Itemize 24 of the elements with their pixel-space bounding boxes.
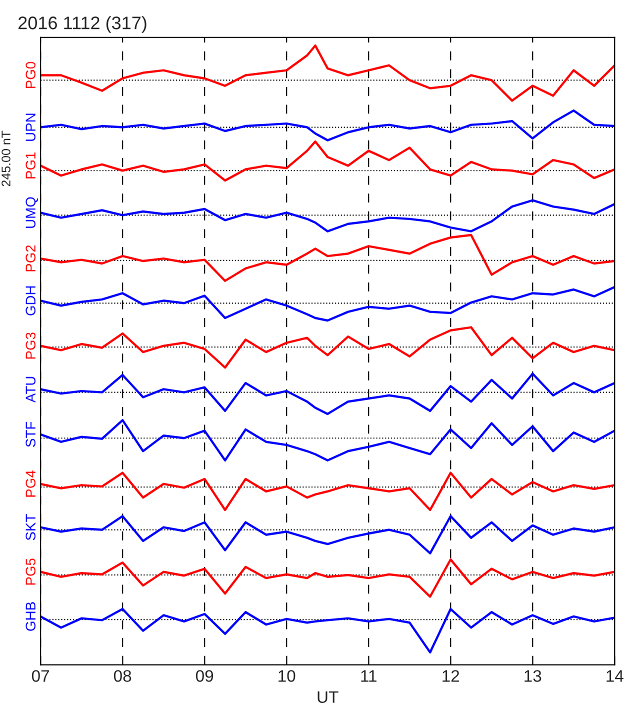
- text: GDH: [26, 286, 36, 316]
- text: GHB: [26, 602, 36, 631]
- x-tick-label: 08: [114, 670, 132, 682]
- text: PG1: [26, 152, 36, 178]
- text: ATU: [26, 376, 36, 403]
- x-tick-label: 07: [32, 670, 49, 682]
- x-tick-label: 13: [524, 670, 542, 682]
- text: PG0: [26, 62, 36, 88]
- x-tick-label: 14: [606, 670, 624, 682]
- x-tick-label: 09: [196, 670, 214, 682]
- text: 245.00 nT: [2, 130, 10, 186]
- x-axis-title: UT: [318, 691, 338, 703]
- text: PG3: [26, 332, 36, 359]
- text: SKT: [26, 514, 36, 540]
- x-tick-label: 12: [442, 670, 460, 682]
- text: UMQ: [26, 197, 38, 228]
- text: STF: [26, 422, 36, 447]
- x-tick-label: 10: [278, 670, 296, 682]
- text: PG2: [26, 245, 36, 272]
- text: PG5: [26, 558, 36, 585]
- chart-title: 2016 1112 (317): [18, 16, 146, 33]
- x-tick-label: 11: [361, 670, 376, 682]
- text: UPN: [26, 114, 36, 141]
- text: PG4: [26, 470, 36, 497]
